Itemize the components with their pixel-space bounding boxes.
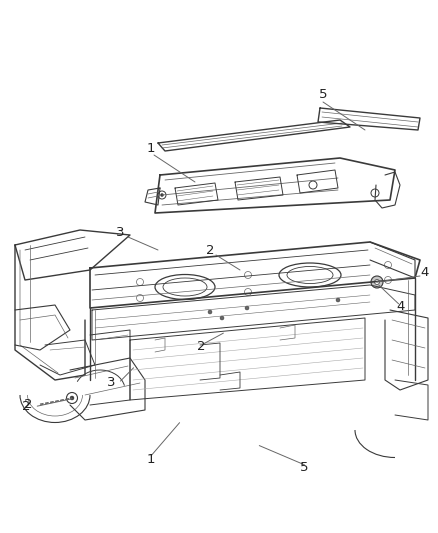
Text: 4: 4 (396, 300, 405, 313)
Circle shape (371, 276, 383, 288)
Circle shape (70, 396, 74, 400)
Text: 2: 2 (22, 400, 31, 413)
Text: 5: 5 (319, 88, 327, 101)
Circle shape (336, 298, 340, 302)
Text: 5: 5 (300, 462, 309, 474)
Text: 4: 4 (421, 266, 429, 279)
Text: 2: 2 (24, 398, 32, 410)
Circle shape (220, 316, 224, 320)
Circle shape (245, 306, 249, 310)
Text: 1: 1 (147, 141, 155, 155)
Text: 3: 3 (116, 225, 124, 238)
Circle shape (374, 279, 379, 285)
Circle shape (158, 191, 166, 199)
Text: 1: 1 (147, 453, 155, 466)
Circle shape (160, 193, 163, 197)
Text: 2: 2 (197, 340, 206, 353)
Text: 2: 2 (206, 244, 214, 256)
Circle shape (208, 310, 212, 314)
Circle shape (67, 392, 78, 403)
Text: 3: 3 (107, 376, 116, 389)
